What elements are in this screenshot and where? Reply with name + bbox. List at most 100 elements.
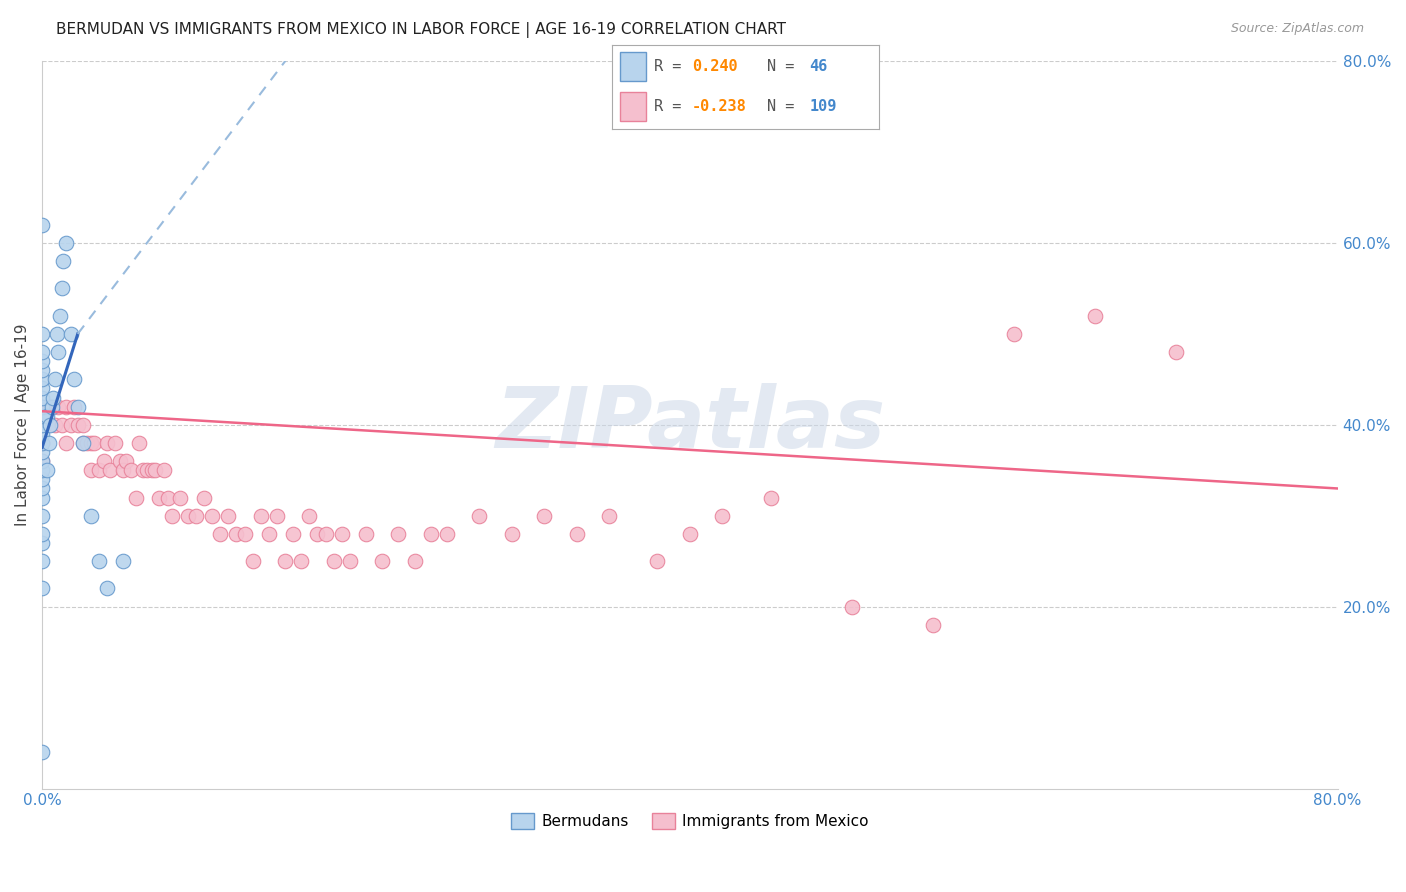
Point [66,400,89,414]
Point [711,508,734,523]
Point [31,454,53,468]
Point [31,436,53,450]
Point [60,326,83,341]
Point [468,508,491,523]
Point [46,345,69,359]
Text: 46: 46 [810,59,828,74]
Point [242,554,264,568]
Text: Source: ZipAtlas.com: Source: ZipAtlas.com [1230,22,1364,36]
Point [387,527,409,541]
Point [55,235,77,250]
Text: 109: 109 [810,99,837,114]
Point [169,491,191,505]
Point [51,281,73,295]
Point [72,417,94,432]
Text: BERMUDAN VS IMMIGRANTS FROM MEXICO IN LABOR FORCE | AGE 16-19 CORRELATION CHART: BERMUDAN VS IMMIGRANTS FROM MEXICO IN LA… [56,22,786,38]
Text: R =: R = [654,99,682,114]
Text: R =: R = [654,59,682,74]
Point [31,582,53,596]
Point [298,508,321,523]
Point [160,508,183,523]
Point [63,400,86,414]
Point [921,618,943,632]
Point [83,436,105,450]
Point [76,436,98,450]
Point [31,745,53,759]
Point [533,508,555,523]
Point [108,454,131,468]
Point [115,454,138,468]
Point [339,554,361,568]
Point [152,463,174,477]
Point [404,554,426,568]
Point [39,417,62,432]
Point [31,381,53,395]
Point [371,554,394,568]
Point [80,463,103,477]
Point [125,491,148,505]
Point [290,554,312,568]
Point [31,218,53,232]
Point [55,436,77,450]
Point [233,527,256,541]
Point [315,527,337,541]
Text: N =: N = [766,59,794,74]
Point [66,417,89,432]
Point [307,527,329,541]
Point [31,409,53,423]
Point [72,436,94,450]
Point [647,554,669,568]
Point [39,400,62,414]
Point [87,554,110,568]
Point [1084,309,1107,323]
Point [96,582,118,596]
Point [51,417,73,432]
Point [44,417,66,432]
Text: ZIPatlas: ZIPatlas [495,384,884,467]
Point [31,508,53,523]
Point [177,508,200,523]
Point [31,436,53,450]
Point [46,400,69,414]
Point [31,345,53,359]
Point [257,527,280,541]
Point [80,436,103,450]
Point [31,527,53,541]
Point [31,472,53,486]
Point [249,508,271,523]
Point [217,508,239,523]
Point [679,527,702,541]
Point [31,391,53,405]
Point [145,463,167,477]
Point [193,491,215,505]
Point [45,326,67,341]
Point [501,527,523,541]
Point [44,372,66,386]
Point [31,454,53,468]
Point [87,463,110,477]
Point [49,309,72,323]
Point [112,554,135,568]
Point [104,436,127,450]
Point [38,436,60,450]
Point [98,463,121,477]
Point [322,554,344,568]
Point [35,409,58,423]
Point [436,527,458,541]
Point [1002,326,1025,341]
Point [93,454,115,468]
Point [184,508,207,523]
Point [80,508,103,523]
Point [52,254,75,268]
Text: 0.240: 0.240 [692,59,737,74]
Point [63,372,86,386]
Point [31,417,53,432]
Point [759,491,782,505]
Text: N =: N = [766,99,794,114]
Point [31,554,53,568]
Point [35,463,58,477]
Point [120,463,142,477]
Point [31,463,53,477]
Point [141,463,163,477]
Point [31,417,53,432]
